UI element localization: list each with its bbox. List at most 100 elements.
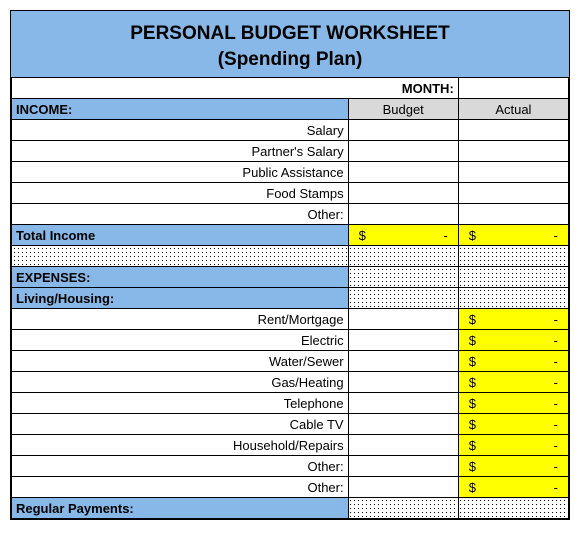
expense-actual-cell: $- — [458, 414, 568, 435]
expense-actual-cell: $- — [458, 372, 568, 393]
expense-actual-cell: $- — [458, 456, 568, 477]
currency-symbol: $ — [469, 333, 476, 348]
page-title: PERSONAL BUDGET WORKSHEET — [11, 23, 569, 45]
table-row: Other: $- — [12, 456, 569, 477]
living-header-row: Living/Housing: — [12, 288, 569, 309]
expense-item-label: Rent/Mortgage — [12, 309, 349, 330]
month-row: MONTH: — [12, 78, 569, 99]
total-income-budget: $ - — [348, 225, 458, 246]
regular-payments-header: Regular Payments: — [12, 498, 349, 519]
expense-budget-cell[interactable] — [348, 414, 458, 435]
currency-symbol: $ — [469, 459, 476, 474]
currency-value: - — [554, 312, 558, 327]
expense-budget-cell[interactable] — [348, 330, 458, 351]
expense-budget-cell[interactable] — [348, 456, 458, 477]
currency-symbol: $ — [359, 228, 366, 243]
expense-budget-cell[interactable] — [348, 351, 458, 372]
expense-budget-cell[interactable] — [348, 435, 458, 456]
page-subtitle: (Spending Plan) — [11, 49, 569, 71]
income-budget-cell[interactable] — [348, 141, 458, 162]
currency-value: - — [554, 459, 558, 474]
currency-value: - — [554, 333, 558, 348]
income-budget-cell[interactable] — [348, 120, 458, 141]
income-actual-cell[interactable] — [458, 162, 568, 183]
total-income-row: Total Income $ - $ - — [12, 225, 569, 246]
currency-symbol: $ — [469, 354, 476, 369]
total-income-actual: $ - — [458, 225, 568, 246]
expense-actual-cell: $- — [458, 435, 568, 456]
spacer-cell — [458, 267, 568, 288]
expense-actual-cell: $- — [458, 351, 568, 372]
table-row: Other: — [12, 204, 569, 225]
currency-symbol: $ — [469, 375, 476, 390]
table-row: Water/Sewer $- — [12, 351, 569, 372]
regular-payments-row: Regular Payments: — [12, 498, 569, 519]
table-row: Electric $- — [12, 330, 569, 351]
income-item-label: Other: — [12, 204, 349, 225]
income-item-label: Public Assistance — [12, 162, 349, 183]
currency-value: - — [554, 417, 558, 432]
table-row: Gas/Heating $- — [12, 372, 569, 393]
table-row: Rent/Mortgage $- — [12, 309, 569, 330]
currency-value: - — [443, 228, 447, 243]
spacer-cell — [458, 288, 568, 309]
expense-item-label: Household/Repairs — [12, 435, 349, 456]
spacer-cell — [348, 246, 458, 267]
income-item-label: Food Stamps — [12, 183, 349, 204]
currency-symbol: $ — [469, 312, 476, 327]
income-actual-cell[interactable] — [458, 204, 568, 225]
table-row: Cable TV $- — [12, 414, 569, 435]
table-row: Telephone $- — [12, 393, 569, 414]
income-budget-cell[interactable] — [348, 183, 458, 204]
table-row: Other: $- — [12, 477, 569, 498]
expense-actual-cell: $- — [458, 309, 568, 330]
expense-item-label: Telephone — [12, 393, 349, 414]
expense-budget-cell[interactable] — [348, 393, 458, 414]
month-input-cell[interactable] — [458, 78, 568, 99]
currency-symbol: $ — [469, 480, 476, 495]
income-actual-cell[interactable] — [458, 120, 568, 141]
spacer-cell — [458, 246, 568, 267]
spacer-cell — [458, 498, 568, 519]
expense-budget-cell[interactable] — [348, 372, 458, 393]
currency-symbol: $ — [469, 228, 476, 243]
income-header: INCOME: — [12, 99, 349, 120]
expense-item-label: Gas/Heating — [12, 372, 349, 393]
currency-symbol: $ — [469, 438, 476, 453]
income-actual-cell[interactable] — [458, 183, 568, 204]
income-budget-cell[interactable] — [348, 162, 458, 183]
expense-budget-cell[interactable] — [348, 309, 458, 330]
table-row: Salary — [12, 120, 569, 141]
spacer-row — [12, 246, 569, 267]
expenses-header-row: EXPENSES: — [12, 267, 569, 288]
expense-item-label: Water/Sewer — [12, 351, 349, 372]
table-row: Household/Repairs $- — [12, 435, 569, 456]
budget-worksheet: PERSONAL BUDGET WORKSHEET (Spending Plan… — [10, 10, 570, 520]
expense-budget-cell[interactable] — [348, 477, 458, 498]
expense-item-label: Electric — [12, 330, 349, 351]
currency-symbol: $ — [469, 396, 476, 411]
income-item-label: Partner's Salary — [12, 141, 349, 162]
expense-actual-cell: $- — [458, 393, 568, 414]
total-income-label: Total Income — [12, 225, 349, 246]
expense-item-label: Other: — [12, 456, 349, 477]
expense-actual-cell: $- — [458, 330, 568, 351]
expense-item-label: Other: — [12, 477, 349, 498]
month-label: MONTH: — [12, 78, 459, 99]
currency-value: - — [554, 438, 558, 453]
currency-value: - — [554, 354, 558, 369]
expenses-header: EXPENSES: — [12, 267, 349, 288]
expense-item-label: Cable TV — [12, 414, 349, 435]
spacer-cell — [348, 498, 458, 519]
income-item-label: Salary — [12, 120, 349, 141]
col-budget-header: Budget — [348, 99, 458, 120]
currency-symbol: $ — [469, 417, 476, 432]
expense-actual-cell: $- — [458, 477, 568, 498]
title-block: PERSONAL BUDGET WORKSHEET (Spending Plan… — [11, 11, 569, 77]
income-budget-cell[interactable] — [348, 204, 458, 225]
spacer-cell — [348, 267, 458, 288]
income-actual-cell[interactable] — [458, 141, 568, 162]
currency-value: - — [554, 228, 558, 243]
income-header-row: INCOME: Budget Actual — [12, 99, 569, 120]
currency-value: - — [554, 396, 558, 411]
